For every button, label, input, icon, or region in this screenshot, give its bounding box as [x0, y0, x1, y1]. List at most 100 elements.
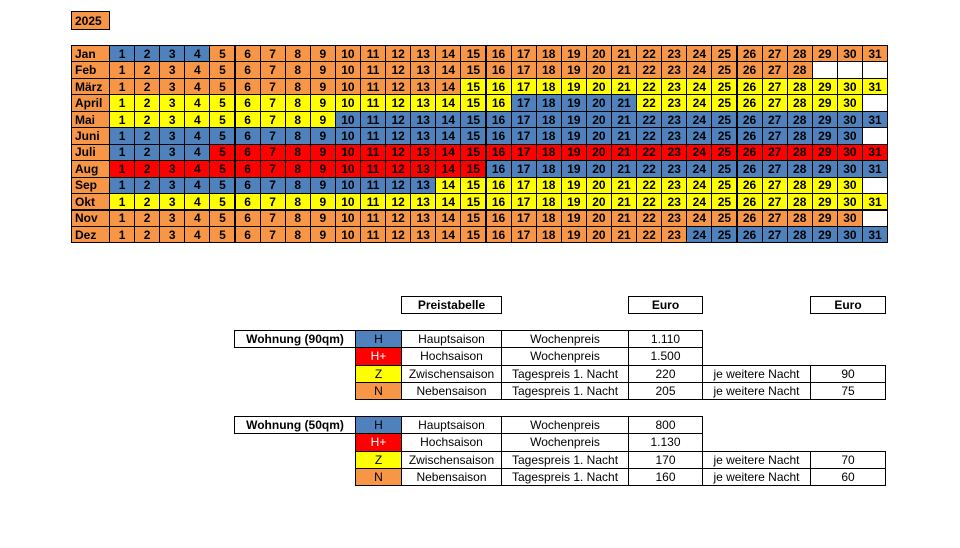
day-cell: 2 — [134, 94, 161, 112]
day-cell: 17 — [510, 110, 537, 129]
day-cell: 15 — [460, 160, 487, 178]
day-cell: 2 — [134, 127, 161, 145]
day-cell: 17 — [510, 94, 537, 112]
day-cell: 4 — [184, 110, 211, 129]
day-cell: 20 — [585, 110, 612, 129]
day-cell: 17 — [510, 61, 537, 79]
day-cell: 26 — [736, 176, 763, 195]
day-cell: 7 — [259, 143, 286, 162]
day-cell: 9 — [309, 160, 336, 178]
day-cell: 25 — [711, 110, 738, 129]
day-cell: 19 — [560, 110, 587, 129]
day-cell: 29 — [811, 127, 838, 145]
day-cell: 2 — [134, 143, 161, 162]
day-cell — [862, 61, 889, 79]
day-cell: 7 — [259, 127, 286, 145]
day-cell: 24 — [686, 94, 713, 112]
day-cell: 21 — [611, 176, 638, 195]
day-cell: 22 — [636, 160, 663, 178]
day-cell: 25 — [711, 225, 738, 244]
day-cell: 28 — [786, 143, 813, 162]
day-cell: 27 — [761, 176, 788, 195]
month-label: Juli — [71, 143, 110, 162]
day-cell: 31 — [862, 143, 889, 162]
day-cell: 18 — [535, 225, 562, 244]
price: 205 — [628, 381, 703, 401]
day-cell: 5 — [209, 94, 236, 112]
day-cell: 15 — [460, 110, 487, 129]
day-cell: 14 — [435, 193, 462, 211]
day-cell: 22 — [636, 94, 663, 112]
day-cell: 22 — [636, 77, 663, 96]
day-cell: 23 — [661, 45, 688, 63]
day-cell: 16 — [485, 176, 512, 195]
day-cell: 23 — [661, 61, 688, 79]
day-cell: 16 — [485, 225, 512, 244]
rate-type: Tagespreis 1. Nacht — [501, 467, 629, 487]
day-cell: 26 — [736, 143, 763, 162]
day-cell: 30 — [836, 143, 863, 162]
day-cell: 13 — [410, 110, 437, 129]
day-cell: 12 — [385, 110, 412, 129]
month-label: April — [71, 94, 110, 112]
day-cell: 11 — [360, 127, 387, 145]
day-cell: 20 — [585, 77, 612, 96]
apartment-name: Wohnung (50qm) — [234, 416, 356, 435]
day-cell: 7 — [259, 193, 286, 211]
day-cell: 17 — [510, 77, 537, 96]
day-cell: 29 — [811, 110, 838, 129]
day-cell: 25 — [711, 160, 738, 178]
day-cell: 26 — [736, 110, 763, 129]
day-cell: 23 — [661, 160, 688, 178]
rate-type: Wochenpreis — [501, 416, 629, 435]
day-cell: 16 — [485, 143, 512, 162]
day-cell: 25 — [711, 127, 738, 145]
day-cell: 10 — [334, 110, 361, 129]
day-cell: 7 — [259, 61, 286, 79]
day-cell: 2 — [134, 61, 161, 79]
day-cell: 30 — [836, 110, 863, 129]
day-cell: 18 — [535, 209, 562, 227]
day-cell: 13 — [410, 94, 437, 112]
day-cell: 14 — [435, 94, 462, 112]
day-cell: 6 — [234, 45, 261, 63]
day-cell: 19 — [560, 45, 587, 63]
day-cell: 4 — [184, 176, 211, 195]
month-label: Mai — [71, 110, 110, 129]
day-cell: 15 — [460, 77, 487, 96]
day-cell: 15 — [460, 94, 487, 112]
day-cell: 30 — [836, 45, 863, 63]
day-cell: 11 — [360, 94, 387, 112]
day-cell: 23 — [661, 110, 688, 129]
day-cell: 4 — [184, 61, 211, 79]
day-cell: 26 — [736, 127, 763, 145]
day-cell: 1 — [109, 143, 136, 162]
day-cell: 20 — [585, 193, 612, 211]
day-cell: 6 — [234, 209, 261, 227]
rate-type: Wochenpreis — [501, 347, 629, 366]
day-cell: 22 — [636, 176, 663, 195]
day-cell: 4 — [184, 45, 211, 63]
day-cell: 7 — [259, 209, 286, 227]
season-code: H — [355, 416, 402, 435]
day-cell: 14 — [435, 45, 462, 63]
day-cell: 21 — [611, 61, 638, 79]
day-cell: 11 — [360, 77, 387, 96]
day-cell: 21 — [611, 160, 638, 178]
day-cell: 13 — [410, 143, 437, 162]
day-cell: 29 — [811, 94, 838, 112]
day-cell: 8 — [284, 110, 311, 129]
day-cell: 29 — [811, 176, 838, 195]
day-cell: 12 — [385, 209, 412, 227]
day-cell: 13 — [410, 193, 437, 211]
day-cell: 16 — [485, 77, 512, 96]
season-name: Hochsaison — [401, 433, 502, 452]
day-cell: 19 — [560, 225, 587, 244]
day-cell — [862, 176, 889, 195]
day-cell: 19 — [560, 61, 587, 79]
day-cell: 21 — [611, 209, 638, 227]
day-cell: 6 — [234, 193, 261, 211]
day-cell: 28 — [786, 127, 813, 145]
extra-price: 75 — [810, 381, 886, 401]
price-table-title: Preistabelle — [401, 296, 502, 314]
